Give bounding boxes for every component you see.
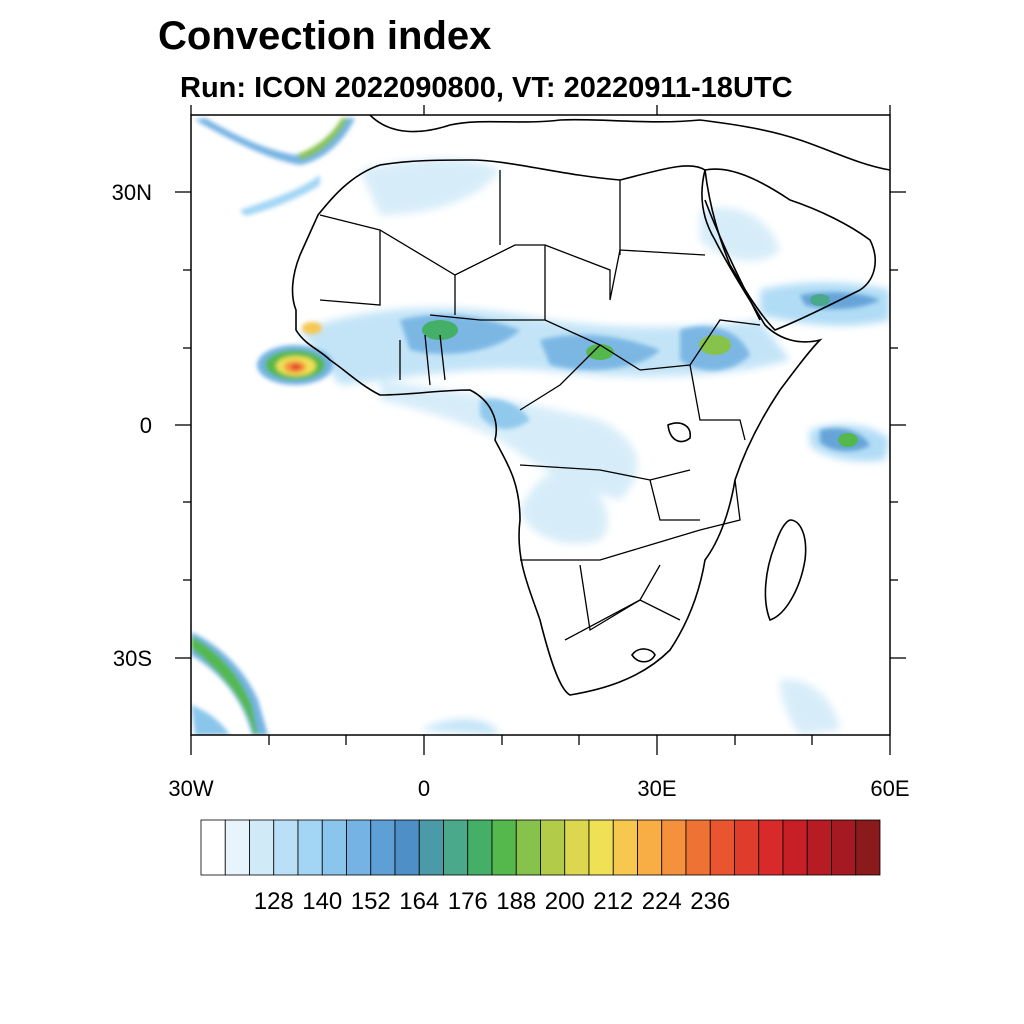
colorbar-box (564, 819, 590, 876)
country-borders (319, 170, 761, 641)
colorbar-box (540, 819, 566, 876)
colorbar-box (273, 819, 299, 876)
colorbar-box (831, 819, 857, 876)
map-subtitle: Run: ICON 2022090800, VT: 20220911-18UTC (180, 72, 793, 104)
lat-label-30n: 30N (111, 180, 152, 205)
colorbar-box (806, 819, 832, 876)
colorbar-box (297, 819, 323, 876)
colorbar-box (443, 819, 469, 876)
lon-label-30e: 30E (637, 776, 677, 801)
colorbar-box (734, 819, 760, 876)
convection-field (191, 118, 890, 735)
colorbar-box (515, 819, 541, 876)
lat-label-0: 0 (139, 413, 152, 438)
colorbar (200, 819, 881, 876)
coastlines (291, 115, 890, 696)
colorbar-tick-label: 236 (690, 888, 731, 915)
colorbar-box (321, 819, 347, 876)
lat-label-30s: 30S (112, 646, 152, 671)
colorbar-tick-label: 164 (399, 888, 440, 915)
colorbar-box (612, 819, 638, 876)
colorbar-box (346, 819, 372, 876)
map-title: Convection index (158, 14, 492, 58)
colorbar-box (661, 819, 687, 876)
colorbar-tick-label: 188 (496, 888, 537, 915)
colorbar-box (370, 819, 396, 876)
colorbar-box (855, 819, 881, 876)
colorbar-box (491, 819, 517, 876)
colorbar-tick-label: 140 (302, 888, 343, 915)
colorbar-box (709, 819, 735, 876)
colorbar-tick-label: 224 (641, 888, 682, 915)
colorbar-box (782, 819, 808, 876)
lon-label-0: 0 (417, 776, 431, 801)
lon-label-30w: 30W (168, 776, 214, 801)
axis-ticks (175, 105, 906, 755)
colorbar-box (588, 819, 614, 876)
lon-label-60e: 60E (870, 776, 910, 801)
colorbar-tick-label: 200 (544, 888, 585, 915)
colorbar-box (467, 819, 493, 876)
colorbar-box (200, 819, 226, 876)
colorbar-box (394, 819, 420, 876)
colorbar-box (685, 819, 711, 876)
colorbar-tick-label: 212 (593, 888, 634, 915)
colorbar-tick-label: 152 (350, 888, 391, 915)
colorbar-box (418, 819, 444, 876)
colorbar-tick-label: 128 (253, 888, 294, 915)
colorbar-tick-label: 176 (447, 888, 488, 915)
colorbar-box (249, 819, 275, 876)
colorbar-box (637, 819, 663, 876)
colorbar-box (224, 819, 250, 876)
colorbar-box (758, 819, 784, 876)
